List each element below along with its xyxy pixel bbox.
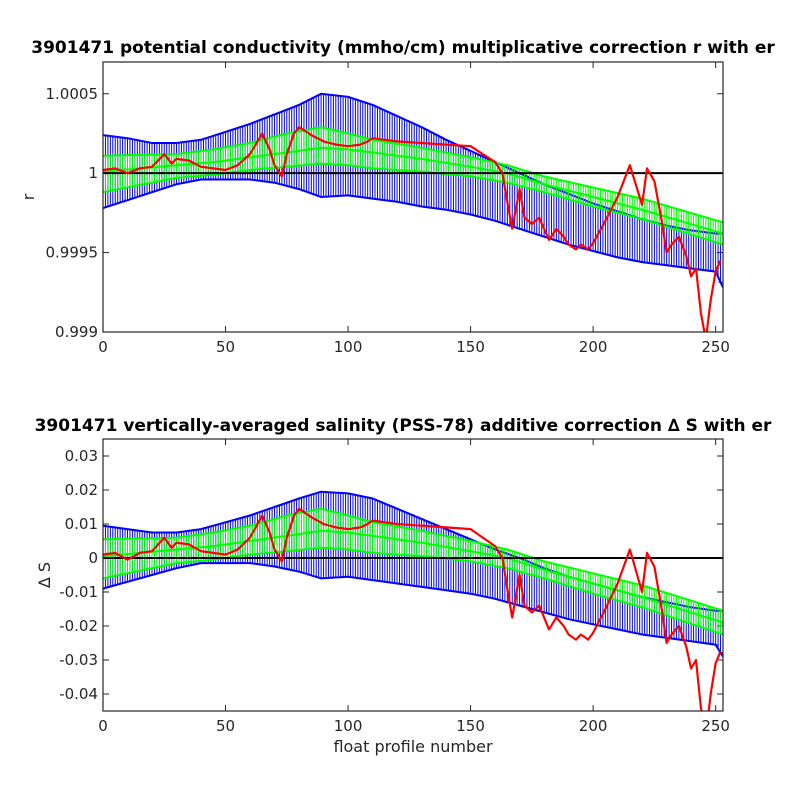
fit-line [103,126,723,224]
x-tick-label: 0 [98,717,108,735]
y-tick-label: 1.0005 [46,85,99,103]
y-tick-label: -0.03 [59,651,98,669]
y-axis-label: ∆ S [35,562,54,589]
y-tick-label: 0 [88,549,98,567]
y-tick-label: 0.999 [55,323,98,341]
x-tick-label: 150 [456,717,485,735]
x-tick-label: 200 [579,338,608,356]
x-tick-label: 250 [701,338,730,356]
y-tick-label: 0.9995 [46,244,99,262]
x-tick-label: 200 [579,717,608,735]
plot-area [103,490,723,711]
x-tick-label: 100 [334,338,363,356]
conductivity-correction-panel: 3901471 potential conductivity (mmho/cm)… [19,38,775,356]
y-tick-label: 0.01 [65,515,98,533]
axes-frame [102,438,724,712]
chart-title: 3901471 potential conductivity (mmho/cm)… [31,38,775,58]
y-tick-label: -0.01 [59,583,98,601]
y-tick-label: 0.02 [65,481,98,499]
salinity-correction-panel: 3901471 vertically-averaged salinity (PS… [35,416,772,756]
axes-frame [102,61,724,333]
correction-line [103,125,722,332]
error-envelope-line [103,562,723,658]
fit-line [103,146,723,235]
correction-line [103,507,722,711]
x-tick-label: 250 [701,717,730,735]
y-tick-label: -0.02 [59,617,98,635]
plot-area [103,92,723,332]
x-axis-label: float profile number [333,737,493,756]
x-tick-label: 100 [334,717,363,735]
error-envelope-line [103,178,723,288]
x-tick-label: 50 [216,338,235,356]
x-tick-label: 150 [456,338,485,356]
x-tick-label: 50 [216,717,235,735]
y-tick-label: 0.03 [65,447,98,465]
tick-labels: 0 50 100 150 200 250 0.999 0.9995 1 1.0005 [46,85,730,356]
fit-line [103,507,723,612]
y-tick-label: 1 [88,164,98,182]
y-tick-label: -0.04 [59,685,98,703]
y-axis-label: r [19,193,38,200]
chart-title: 3901471 vertically-averaged salinity (PS… [35,416,772,436]
tick-labels: 0 50 100 150 200 250 -0.04 -0.03 -0.02 -0.01 0 0.01… [59,447,730,735]
x-tick-label: 0 [98,338,108,356]
fit-line [103,529,723,624]
